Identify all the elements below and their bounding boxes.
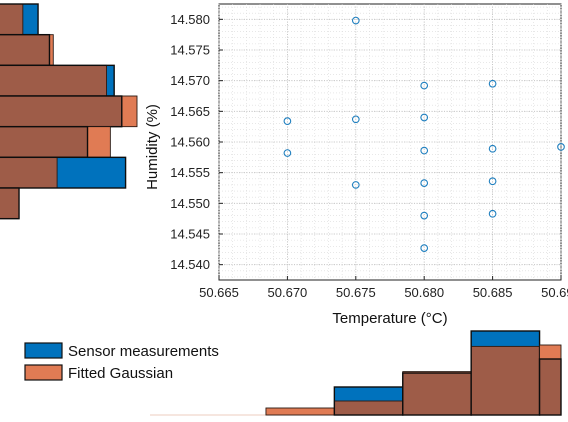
scatter-point: [488, 144, 497, 153]
y-axis-ticks: 14.540 14.545 14.550 14.555 14.560 14.565 14.5…: [170, 12, 223, 272]
legend-label-measurements: Sensor measurements: [68, 343, 219, 360]
humidity-histogram-bin: [0, 3, 39, 36]
histogram-bar-overlap: [0, 188, 20, 219]
histogram-outline-measurements: [0, 156, 127, 189]
histogram-bar-overlap: [539, 359, 561, 415]
histogram-bar-gaussian: [265, 408, 335, 415]
y-tick-label: 14.545: [170, 227, 210, 242]
legend: Sensor measurements Fitted Gaussian: [24, 342, 219, 382]
humidity-histogram-bin: [0, 95, 138, 128]
temperature-histogram-bin: [470, 330, 541, 416]
x-tick-label: 50.680: [404, 285, 444, 300]
legend-swatch-gaussian: [24, 364, 63, 381]
scatter-point: [351, 181, 360, 189]
scatter-point: [420, 244, 429, 252]
humidity-histogram-bin: [0, 64, 115, 97]
scatter-point: [420, 81, 429, 90]
y-axis-title: Humidity (%): [144, 104, 161, 190]
data-points: [283, 16, 565, 252]
humidity-histogram-bin: [0, 125, 111, 159]
humidity-marginal-histogram: [0, 3, 138, 220]
humidity-histogram-bin: [0, 156, 127, 189]
scatter-point: [351, 115, 360, 124]
legend-swatch-measurements: [24, 342, 63, 359]
histogram-bar-overlap: [334, 401, 403, 415]
scatter-point: [488, 177, 497, 186]
histogram-bar-overlap: [0, 4, 23, 35]
scatter-point: [283, 149, 292, 157]
histogram-bar-overlap: [402, 373, 472, 415]
scatter-point: [420, 211, 429, 220]
histogram-outline-measurements: [0, 187, 20, 220]
humidity-histogram-bin: [0, 187, 20, 220]
histogram-bar-overlap: [0, 65, 107, 96]
temperature-marginal-histogram: [150, 330, 562, 416]
y-tick-label: 14.580: [170, 12, 210, 27]
y-tick-label: 14.570: [170, 73, 210, 88]
y-tick-label: 14.555: [170, 165, 210, 180]
scatter-panel: 50.665 50.670 50.675 50.680 50.685 50.690 14.…: [144, 3, 568, 327]
x-tick-label: 50.685: [473, 285, 513, 300]
scatter-point: [420, 113, 429, 122]
scatter-point: [488, 79, 497, 88]
x-axis-ticks: 50.665 50.670 50.675 50.680 50.685 50.690: [199, 276, 568, 300]
histogram-bar-overlap: [0, 126, 88, 158]
histogram-bar-overlap: [471, 346, 540, 415]
y-tick-label: 14.540: [170, 257, 210, 272]
scatter-point: [283, 117, 292, 125]
histogram-bar-overlap: [0, 157, 58, 188]
histogram-bar-overlap: [0, 96, 122, 127]
humidity-histogram-bin: [0, 33, 54, 67]
x-tick-label: 50.690: [541, 285, 568, 300]
temperature-histogram-bin: [265, 407, 335, 416]
x-axis-title: Temperature (°C): [332, 310, 447, 327]
histogram-outline-measurements: [538, 358, 562, 416]
x-tick-label: 50.675: [336, 285, 376, 300]
scatter-point: [488, 209, 497, 218]
temperature-histogram-bin: [538, 344, 562, 416]
x-tick-label: 50.670: [268, 285, 308, 300]
scatter-point: [557, 143, 565, 151]
grid-lines: [218, 4, 562, 280]
scatter-point: [420, 179, 429, 187]
legend-label-gaussian: Fitted Gaussian: [68, 365, 173, 382]
temperature-histogram-bin: [402, 371, 472, 416]
histogram-bar-overlap: [0, 34, 50, 66]
y-tick-label: 14.550: [170, 196, 210, 211]
temperature-histogram-bin: [333, 386, 404, 416]
scatter-point: [351, 16, 360, 25]
y-tick-label: 14.565: [170, 104, 210, 119]
y-tick-label: 14.575: [170, 43, 210, 58]
x-tick-label: 50.665: [199, 285, 239, 300]
scatter-point: [420, 146, 429, 155]
y-tick-label: 14.560: [170, 135, 210, 150]
